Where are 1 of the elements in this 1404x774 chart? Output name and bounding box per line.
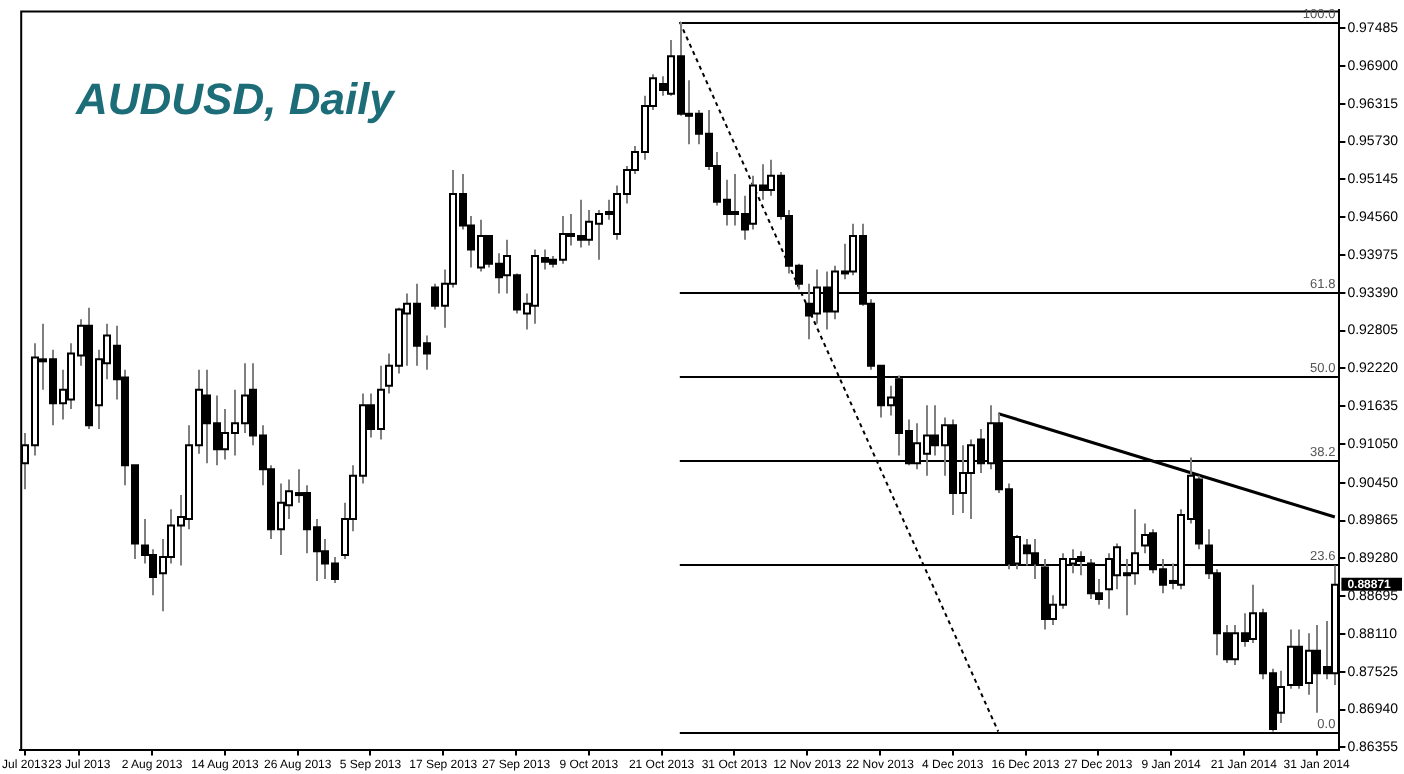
text: AUDUSD, Daily [76, 74, 394, 126]
